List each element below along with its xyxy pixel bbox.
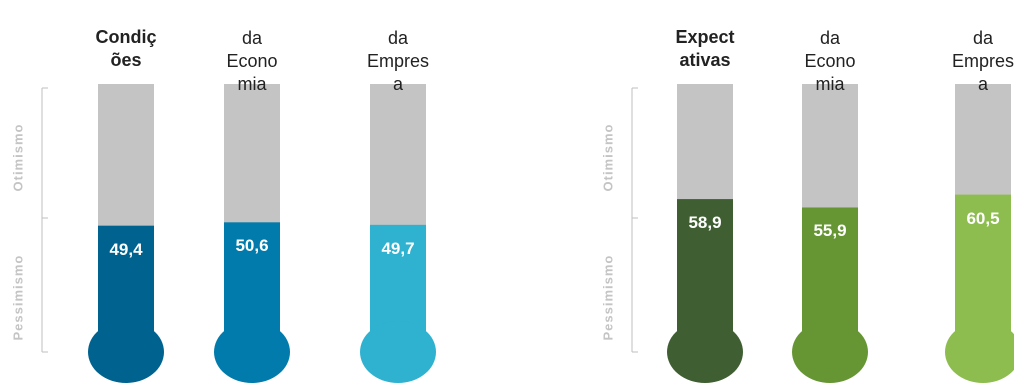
thermometer-bulb: [360, 321, 436, 383]
category-label: da: [241, 28, 263, 48]
axis-word-bottom-right: Pessimismo: [600, 254, 616, 341]
category-label: Empres: [366, 51, 429, 71]
category-label: a: [977, 74, 988, 94]
thermometer-bulb: [667, 321, 743, 383]
category-label: Econo: [226, 51, 278, 71]
axis-word-top-left: Otimismo: [10, 123, 26, 192]
category-label: Expect: [675, 27, 735, 47]
category-label: mia: [237, 74, 267, 94]
category-label: Econo: [804, 51, 856, 71]
value-label: 58,9: [688, 213, 722, 233]
axis-word-top-right: Otimismo: [600, 123, 616, 192]
category-label: ões: [110, 50, 142, 70]
value-label: 49,4: [109, 239, 143, 259]
value-label: 50,6: [235, 236, 269, 256]
category-label: da: [972, 28, 994, 48]
thermometer-bulb: [214, 321, 290, 383]
axis-word-bottom-left: Pessimismo: [10, 254, 26, 341]
category-label: a: [392, 74, 403, 94]
category-label: da: [387, 28, 409, 48]
thermometer-bulb: [945, 321, 1014, 383]
value-label: 60,5: [966, 208, 1000, 228]
value-label: 49,7: [381, 238, 415, 258]
category-label: da: [819, 28, 841, 48]
value-label: 55,9: [813, 221, 847, 241]
category-label: Condiç: [95, 27, 157, 47]
category-label: ativas: [679, 50, 731, 70]
category-label: Empres: [951, 51, 1014, 71]
thermometer-bulb: [792, 321, 868, 383]
thermometer-bulb: [88, 321, 164, 383]
category-label: mia: [815, 74, 845, 94]
